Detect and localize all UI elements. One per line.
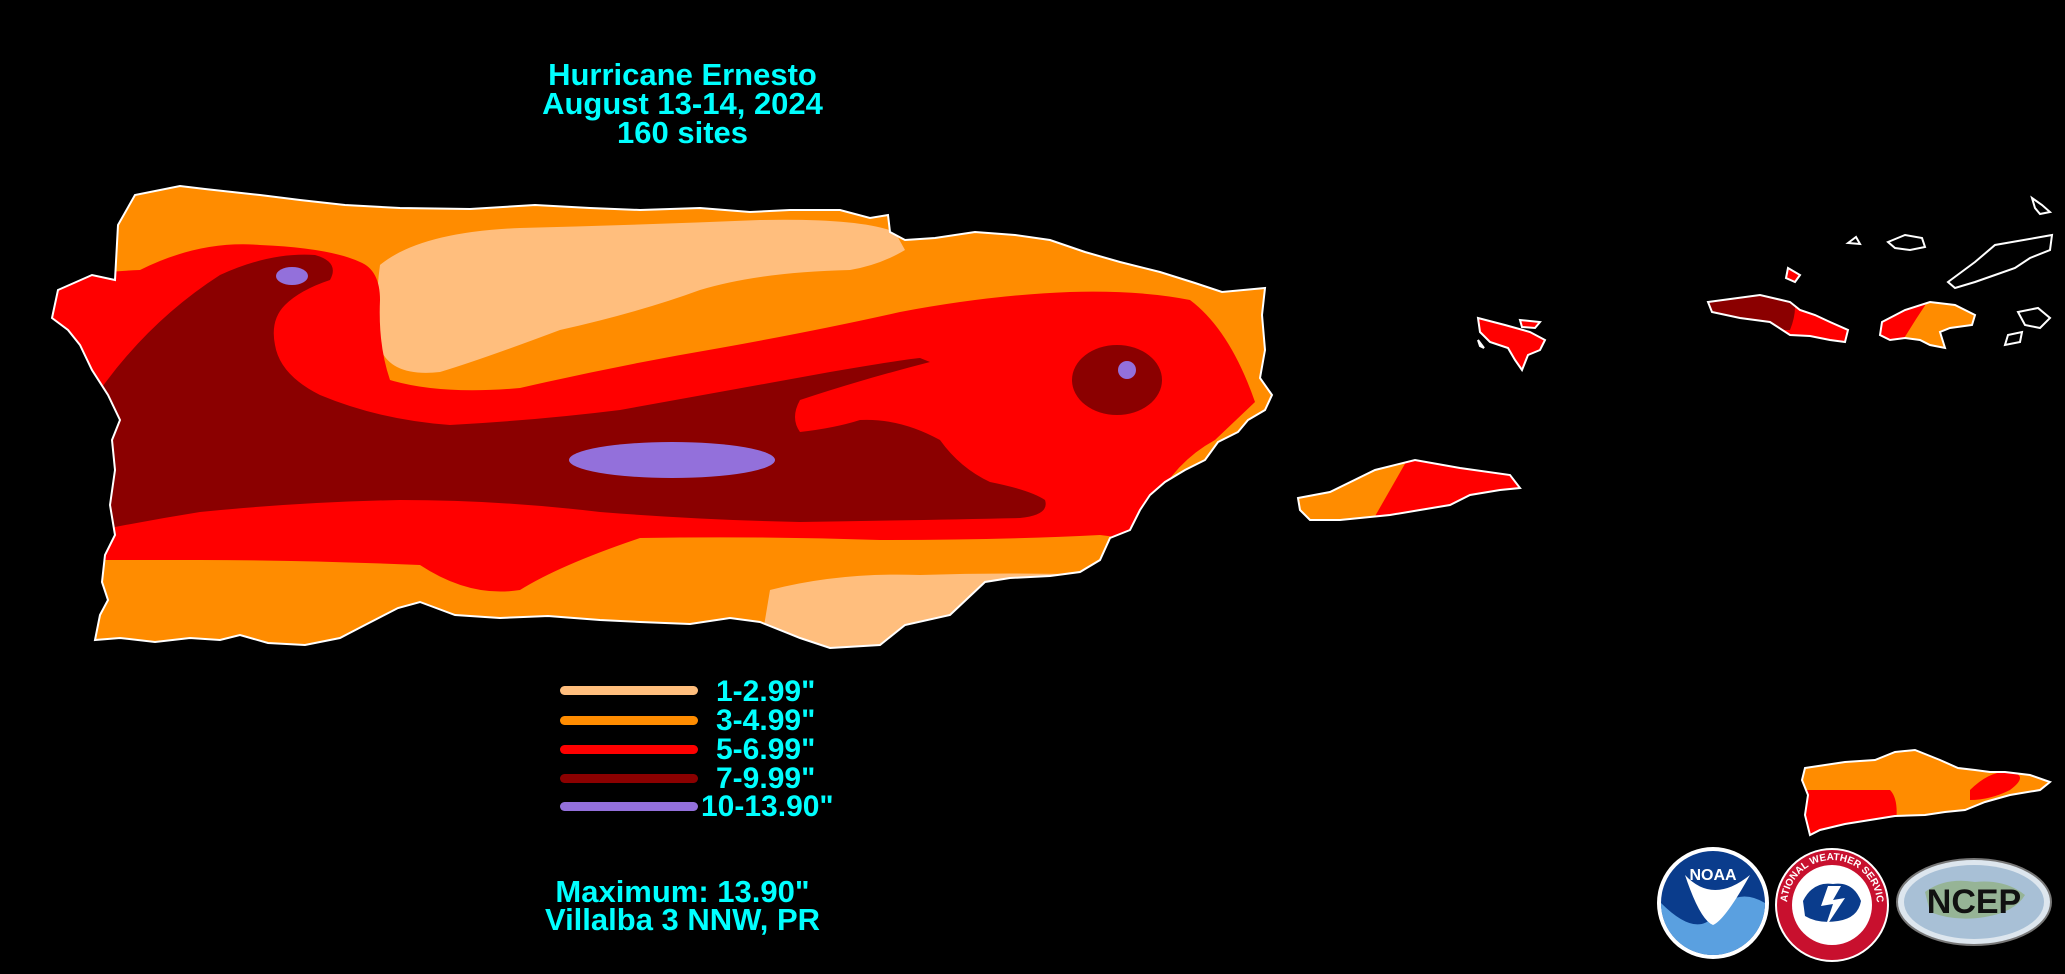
legend-label-5: 10-13.90" (701, 790, 834, 823)
st-thomas-island (1706, 266, 1850, 344)
st-john-island (1878, 300, 1977, 350)
legend-swatch-2 (560, 716, 698, 725)
culebra-island (1476, 316, 1547, 373)
bvi-islands (1845, 195, 2054, 347)
legend-label-2: 3-4.99" (716, 704, 816, 737)
site-count: 160 sites (617, 115, 748, 150)
storm-dates: August 13-14, 2024 (542, 86, 823, 121)
maximum-value: Maximum: 13.90" (555, 874, 810, 909)
legend-swatch-5 (560, 802, 698, 811)
noaa-logo: NOAA (1657, 847, 1769, 959)
puerto-rico-rainfall (50, 184, 1274, 650)
legend-swatch-4 (560, 774, 698, 783)
legend-label-3: 5-6.99" (716, 733, 816, 766)
nws-logo: NATIONAL WEATHER SERVICE (1773, 846, 1889, 962)
vieques-island (1296, 458, 1522, 521)
legend-label-1: 1-2.99" (716, 675, 816, 708)
legend-swatch-3 (560, 745, 698, 754)
storm-title: Hurricane Ernesto (548, 57, 817, 92)
noaa-logo-text: NOAA (1689, 867, 1737, 884)
ncep-logo-text: NCEP (1927, 883, 2021, 921)
maximum-location: Villalba 3 NNW, PR (544, 902, 821, 937)
legend-label-4: 7-9.99" (716, 762, 816, 795)
ncep-logo: NCEP (1896, 858, 2052, 946)
st-croix-island (1800, 748, 2053, 837)
legend-swatch-1 (560, 686, 698, 695)
